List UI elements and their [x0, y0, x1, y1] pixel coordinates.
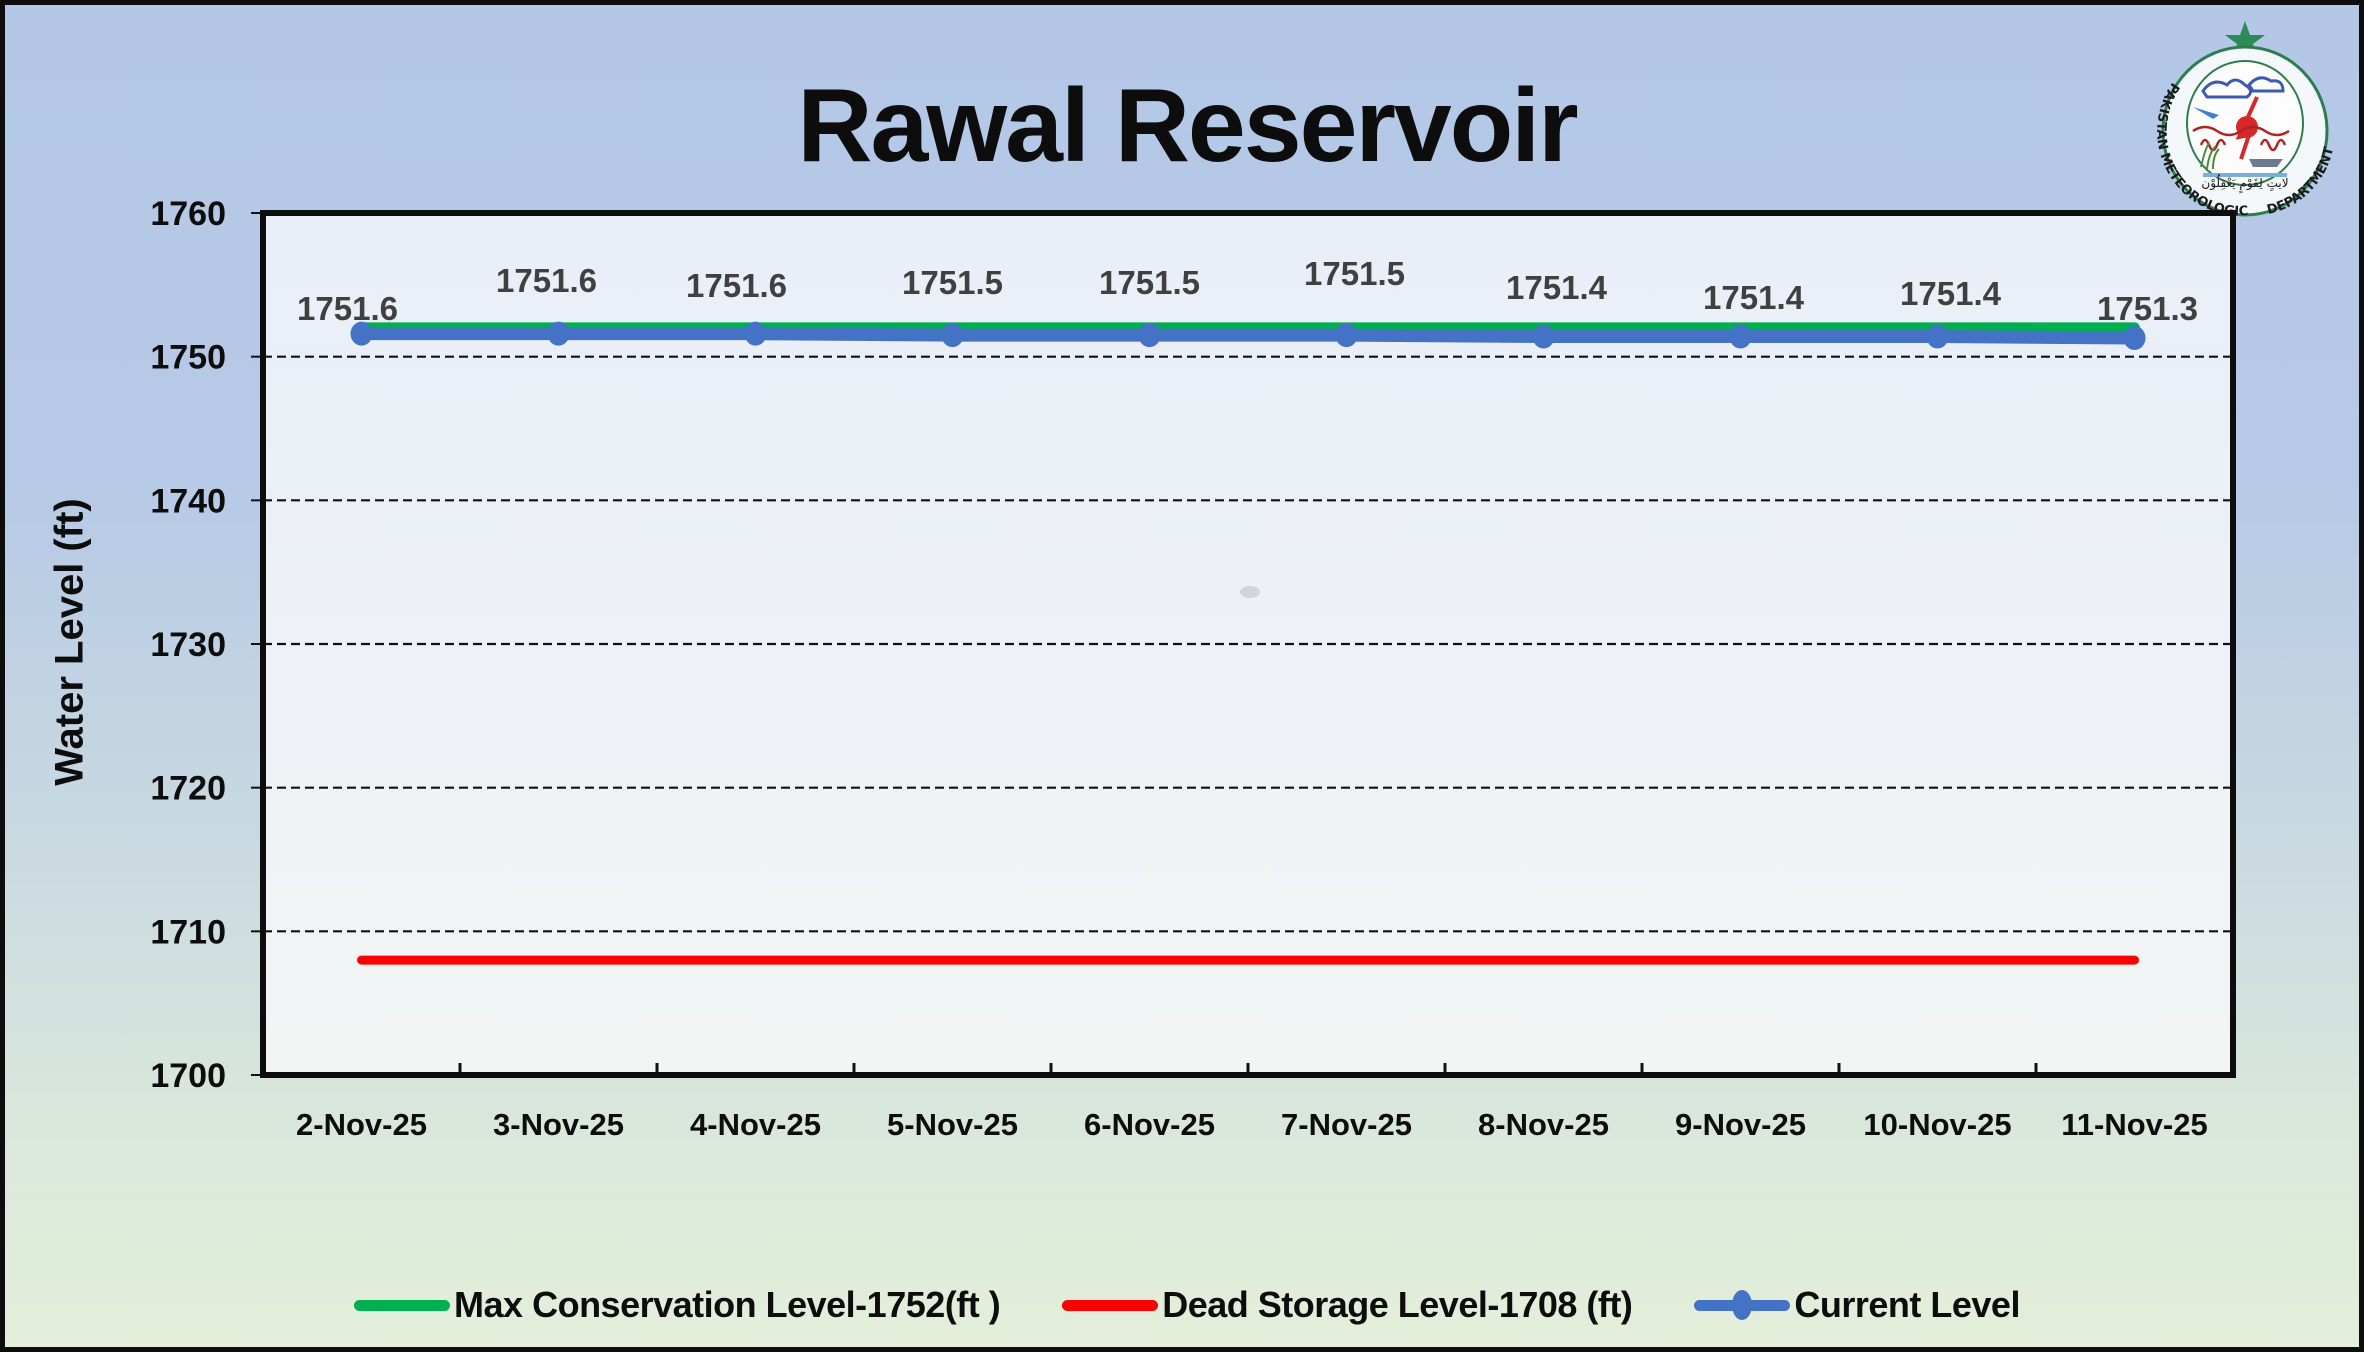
current-level-line — [355, 327, 2141, 345]
chart-title: Rawal Reservoir — [797, 68, 1578, 184]
data-point-marker — [1926, 324, 1949, 349]
pmd-logo-icon: لايتٍ لِقَوْمٍ يَعْقِلُوْن PAKISTAN METE… — [2145, 19, 2337, 219]
x-tick-label: 3-Nov-25 — [493, 1107, 624, 1142]
legend-label: Max Conservation Level-1752(ft ) — [454, 1284, 1001, 1325]
legend-label: Current Level — [1794, 1284, 2020, 1325]
legend-label: Dead Storage Level-1708 (ft) — [1162, 1284, 1633, 1325]
data-label: 1751.5 — [902, 264, 1003, 301]
green-line-swatch-icon — [354, 1285, 451, 1325]
y-tick-label: 1750 — [150, 339, 226, 377]
data-label: 1751.3 — [2097, 290, 2198, 327]
data-label: 1751.5 — [1099, 264, 1200, 301]
y-tick-label: 1710 — [150, 913, 226, 951]
data-point-marker — [1532, 324, 1555, 349]
x-tick-label: 7-Nov-25 — [1281, 1107, 1412, 1142]
y-tick-label: 1730 — [150, 626, 226, 664]
data-point-marker — [941, 323, 964, 348]
x-tick-label: 8-Nov-25 — [1478, 1107, 1609, 1142]
svg-text:لايتٍ لِقَوْمٍ يَعْقِلُوْن: لايتٍ لِقَوْمٍ يَعْقِلُوْن — [2201, 173, 2288, 193]
data-point-marker — [744, 321, 767, 346]
legend-item-dead-storage[interactable]: Dead Storage Level-1708 (ft) — [1062, 1284, 1633, 1326]
data-point-marker — [2123, 325, 2146, 350]
x-axis-ticks: 2-Nov-25 3-Nov-25 4-Nov-25 5-Nov-25 6-Nov-25… — [296, 1063, 2208, 1142]
red-line-swatch-icon — [1062, 1285, 1159, 1325]
x-tick-label: 4-Nov-25 — [690, 1107, 821, 1142]
data-label: 1751.6 — [297, 290, 398, 327]
plot-border — [260, 210, 2236, 1078]
data-point-marker — [1335, 323, 1358, 348]
y-gridlines — [263, 355, 2233, 933]
legend-swatch-marker — [1732, 1290, 1753, 1320]
y-tick-label: 1740 — [150, 482, 226, 520]
data-point-marker — [1138, 323, 1161, 348]
x-tick-label: 5-Nov-25 — [887, 1107, 1018, 1142]
series-lines — [350, 321, 2146, 965]
blue-line-marker-swatch-icon — [1694, 1285, 1791, 1325]
y-tick-label: 1720 — [150, 770, 226, 808]
x-tick-label: 10-Nov-25 — [1863, 1107, 2011, 1142]
y-tick-label: 1760 — [150, 195, 226, 233]
x-tick-label: 6-Nov-25 — [1084, 1107, 1215, 1142]
y-axis-ticks: 1700 1710 1720 1730 1740 1750 1760 — [150, 195, 263, 1095]
data-labels: 1751.6 1751.6 1751.6 1751.5 1751.5 1751.5 1751… — [297, 255, 2198, 327]
data-point-marker — [547, 321, 570, 346]
data-label: 1751.6 — [496, 262, 597, 299]
data-label: 1751.4 — [1506, 269, 1608, 306]
data-point-marker — [350, 321, 373, 346]
y-tick-label: 1700 — [150, 1057, 226, 1095]
legend: Max Conservation Level-1752(ft ) Dead St… — [5, 1277, 2364, 1333]
legend-item-current-level[interactable]: Current Level — [1694, 1284, 2020, 1326]
smudge-artifact — [1240, 586, 1260, 598]
x-tick-label: 2-Nov-25 — [296, 1107, 427, 1142]
data-point-marker — [1729, 324, 1752, 349]
x-tick-label: 9-Nov-25 — [1675, 1107, 1806, 1142]
data-label: 1751.4 — [1900, 275, 2002, 312]
legend-swatch-bar — [354, 1300, 451, 1311]
legend-item-max-conservation[interactable]: Max Conservation Level-1752(ft ) — [354, 1284, 1001, 1326]
x-tick-label: 11-Nov-25 — [2061, 1107, 2207, 1142]
legend-swatch-bar — [1062, 1300, 1159, 1311]
data-label: 1751.5 — [1304, 255, 1405, 292]
data-label: 1751.6 — [686, 267, 787, 304]
data-label: 1751.4 — [1703, 279, 1805, 316]
